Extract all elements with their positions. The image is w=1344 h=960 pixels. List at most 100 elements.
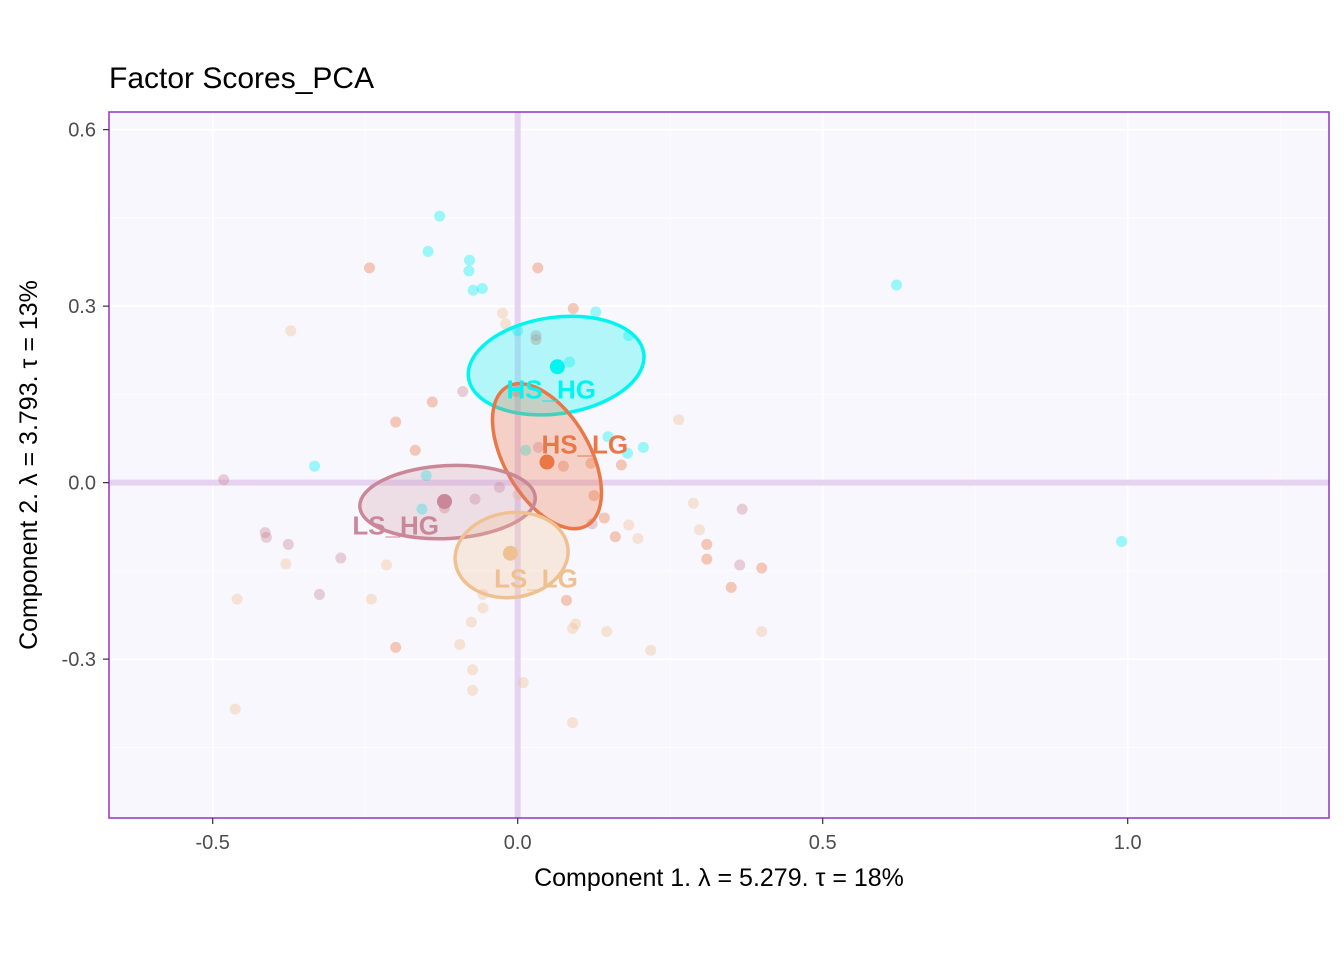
- point-hs-hg: [622, 447, 633, 459]
- means-layer: [437, 359, 565, 561]
- point-hs-lg: [409, 444, 421, 456]
- point-ls-lg: [229, 703, 241, 715]
- x-tick-label: -0.5: [195, 832, 229, 854]
- point-ls-lg: [496, 307, 508, 319]
- point-hs-lg: [598, 512, 610, 524]
- point-hs-hg: [467, 284, 479, 296]
- point-ls-hg: [313, 588, 325, 600]
- chart-title: Factor Scores_PCA: [109, 62, 374, 95]
- y-tick-label: 0.3: [68, 296, 96, 318]
- plot-panel: [109, 112, 1329, 818]
- point-hs-lg: [510, 385, 522, 397]
- group-label-ls-hg: LS_HG: [352, 511, 439, 541]
- point-ls-lg: [365, 593, 377, 605]
- plot-panel-border: [108, 111, 1330, 819]
- point-ls-hg: [282, 538, 294, 550]
- point-hs-hg: [590, 306, 602, 318]
- point-ls-hg: [530, 330, 542, 342]
- zero-lines: [109, 112, 1329, 818]
- point-hs-lg: [363, 262, 375, 274]
- point-ls-hg: [260, 531, 272, 543]
- point-hs-lg: [567, 303, 579, 315]
- point-hs-hg: [1116, 535, 1128, 547]
- point-ls-hg: [457, 385, 469, 397]
- point-hs-hg: [434, 210, 446, 222]
- point-hs-lg: [585, 457, 597, 469]
- group-label-hs-hg: HS_HG: [506, 375, 596, 405]
- y-axis-label: Component 2. λ = 3.793. τ = 13%: [15, 280, 43, 650]
- y-axis-ticks: -0.3 0.0 0.3 0.6: [62, 120, 109, 671]
- point-ls-hg: [259, 527, 271, 539]
- point-ls-lg: [467, 664, 479, 676]
- point-ls-lg: [693, 524, 705, 536]
- point-ls-lg: [623, 519, 635, 531]
- point-ls-hg: [493, 481, 505, 493]
- x-axis-label: Component 1. λ = 5.279. τ = 18%: [534, 864, 904, 892]
- point-hs-lg: [701, 553, 713, 565]
- y-tick-label: -0.3: [62, 649, 96, 671]
- point-ls-lg: [280, 558, 292, 570]
- point-ls-lg: [567, 623, 579, 635]
- point-hs-lg: [530, 334, 542, 346]
- group-label-hs-lg: HS_LG: [541, 429, 628, 459]
- y-tick-label: 0.0: [68, 473, 96, 495]
- point-ls-lg: [477, 602, 489, 614]
- point-ls-lg: [500, 318, 511, 330]
- point-hs-lg: [725, 581, 737, 593]
- point-ls-hg: [734, 559, 746, 571]
- point-ls-lg: [465, 616, 477, 628]
- point-hs-lg: [532, 262, 544, 274]
- point-hs-lg: [561, 594, 572, 606]
- point-hs-hg: [420, 470, 432, 482]
- x-tick-label: 0.5: [809, 832, 837, 854]
- point-ls-lg: [517, 677, 529, 689]
- point-hs-lg: [390, 641, 402, 653]
- point-hs-hg: [464, 254, 476, 266]
- point-ls-lg: [467, 684, 479, 696]
- point-hs-hg: [891, 279, 903, 291]
- point-ls-lg: [601, 625, 613, 637]
- point-ls-hg: [532, 441, 544, 453]
- point-ls-lg: [567, 717, 579, 729]
- point-hs-lg: [557, 460, 569, 472]
- point-hs-hg: [309, 460, 321, 472]
- x-axis-ticks: -0.5 0.0 0.5 1.0: [195, 818, 1142, 854]
- x-tick-label: 1.0: [1114, 832, 1142, 854]
- point-ls-lg: [381, 559, 393, 571]
- point-hs-hg: [422, 245, 434, 257]
- point-hs-hg: [463, 265, 475, 277]
- point-hs-lg: [615, 459, 627, 471]
- point-ls-lg: [645, 644, 657, 656]
- point-ls-lg: [454, 638, 466, 650]
- point-ls-lg: [231, 593, 243, 605]
- point-hs-hg: [602, 431, 614, 443]
- mean-hs-lg: [539, 454, 555, 470]
- point-ls-lg: [570, 618, 582, 630]
- group-labels-layer: HS_HG HS_LG LS_HG LS_LG: [352, 375, 628, 594]
- point-hs-hg: [520, 444, 532, 456]
- point-hs-hg: [416, 503, 428, 515]
- point-ls-lg: [673, 414, 685, 426]
- point-hs-hg: [564, 356, 576, 368]
- point-ls-lg: [632, 533, 644, 545]
- point-ls-lg: [756, 625, 768, 637]
- y-tick-label: 0.6: [68, 120, 96, 142]
- point-hs-lg: [756, 562, 768, 574]
- point-ls-lg: [687, 497, 699, 509]
- point-ls-hg: [335, 552, 347, 564]
- point-ls-hg: [469, 493, 481, 505]
- mean-ls-lg: [502, 545, 518, 561]
- point-ls-lg: [285, 325, 297, 337]
- point-ls-hg: [736, 503, 748, 515]
- point-hs-lg: [588, 490, 600, 502]
- group-label-ls-lg: LS_LG: [494, 564, 578, 594]
- point-hs-hg: [637, 441, 649, 453]
- point-hs-lg: [426, 396, 438, 408]
- mean-hs-hg: [549, 359, 565, 375]
- point-hs-lg: [609, 531, 621, 543]
- point-hs-lg: [390, 416, 402, 428]
- mean-ls-hg: [437, 493, 452, 509]
- point-hs-hg: [476, 283, 488, 294]
- point-hs-lg: [701, 538, 713, 550]
